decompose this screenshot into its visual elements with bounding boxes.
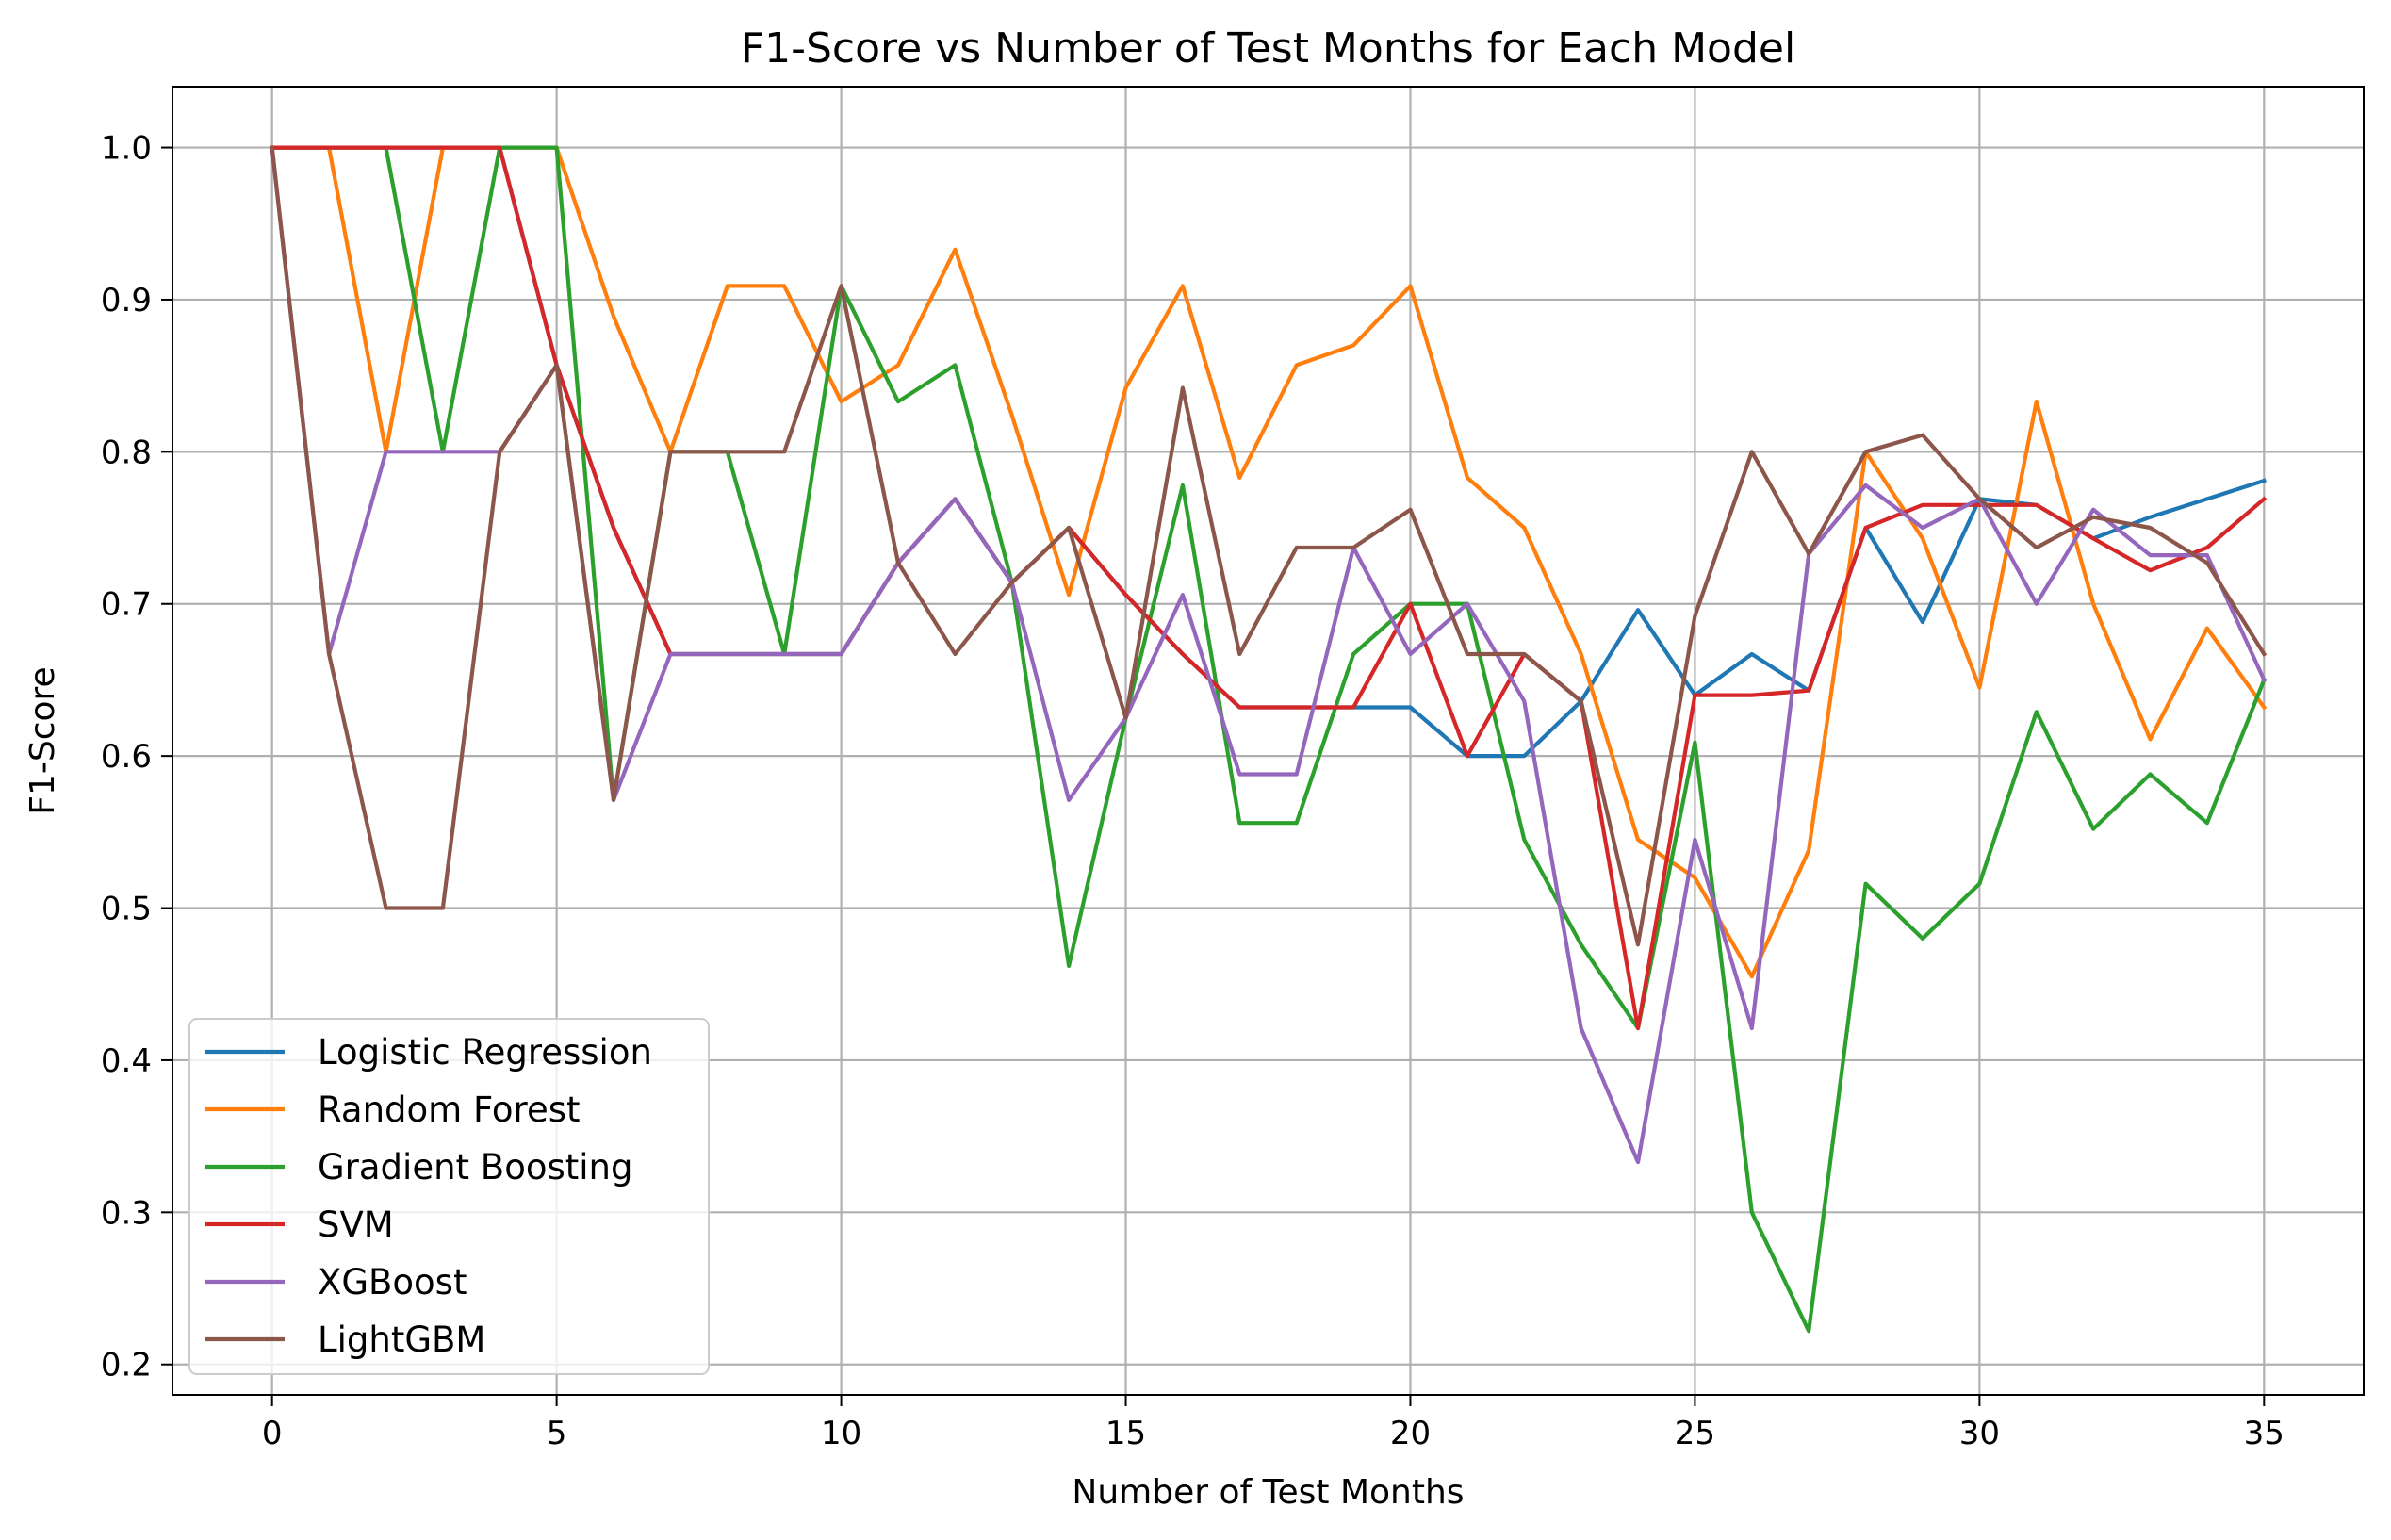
x-tick-label: 35 bbox=[2244, 1415, 2285, 1452]
y-tick-label: 0.3 bbox=[101, 1194, 152, 1232]
x-tick-label: 15 bbox=[1105, 1415, 1146, 1452]
x-tick-label: 20 bbox=[1390, 1415, 1431, 1452]
series-lines bbox=[270, 145, 2268, 1334]
legend-label: Gradient Boosting bbox=[318, 1147, 632, 1188]
plot-frame bbox=[172, 86, 2365, 1396]
series-line-random-forest bbox=[270, 145, 2268, 979]
series-line-svm bbox=[270, 145, 2268, 1031]
y-tick-label: 0.8 bbox=[101, 434, 152, 471]
legend-label: Logistic Regression bbox=[318, 1032, 652, 1073]
x-tick-label: 5 bbox=[547, 1415, 567, 1452]
y-tick-label: 0.6 bbox=[101, 738, 152, 776]
legend-label: LightGBM bbox=[318, 1319, 485, 1360]
y-tick-label: 1.0 bbox=[101, 130, 152, 168]
x-axis-label: Number of Test Months bbox=[1072, 1473, 1464, 1512]
x-tick-label: 10 bbox=[821, 1415, 861, 1452]
series-line-gradient-boosting bbox=[270, 145, 2268, 1334]
series-line-lightgbm bbox=[270, 145, 2268, 947]
legend-label: Random Forest bbox=[318, 1089, 581, 1130]
y-tick-label: 0.9 bbox=[101, 282, 152, 319]
legend-box bbox=[188, 1018, 710, 1375]
x-tick-label: 25 bbox=[1675, 1415, 1715, 1452]
y-tick-label: 0.5 bbox=[101, 891, 152, 928]
legend-label: XGBoost bbox=[318, 1262, 467, 1302]
y-tick-label: 0.7 bbox=[101, 586, 152, 624]
y-axis-label: F1-Score bbox=[24, 666, 62, 814]
x-tick-label: 30 bbox=[1959, 1415, 2000, 1452]
legend-label: SVM bbox=[318, 1204, 394, 1245]
legend: Logistic Regression Random Forest Gradient… bbox=[188, 1018, 710, 1375]
y-tick-label: 0.2 bbox=[101, 1347, 152, 1384]
chart-title: F1-Score vs Number of Test Months for Ea… bbox=[741, 25, 1795, 73]
y-tick-label: 0.4 bbox=[101, 1042, 152, 1080]
x-tick-label: 0 bbox=[262, 1415, 283, 1452]
axis-ticks: 0 5 10 15 20 25 30 35 0.2 0.3 0.4 0.5 0.6 0.7 0.8 0.9 1.… bbox=[101, 130, 2285, 1452]
